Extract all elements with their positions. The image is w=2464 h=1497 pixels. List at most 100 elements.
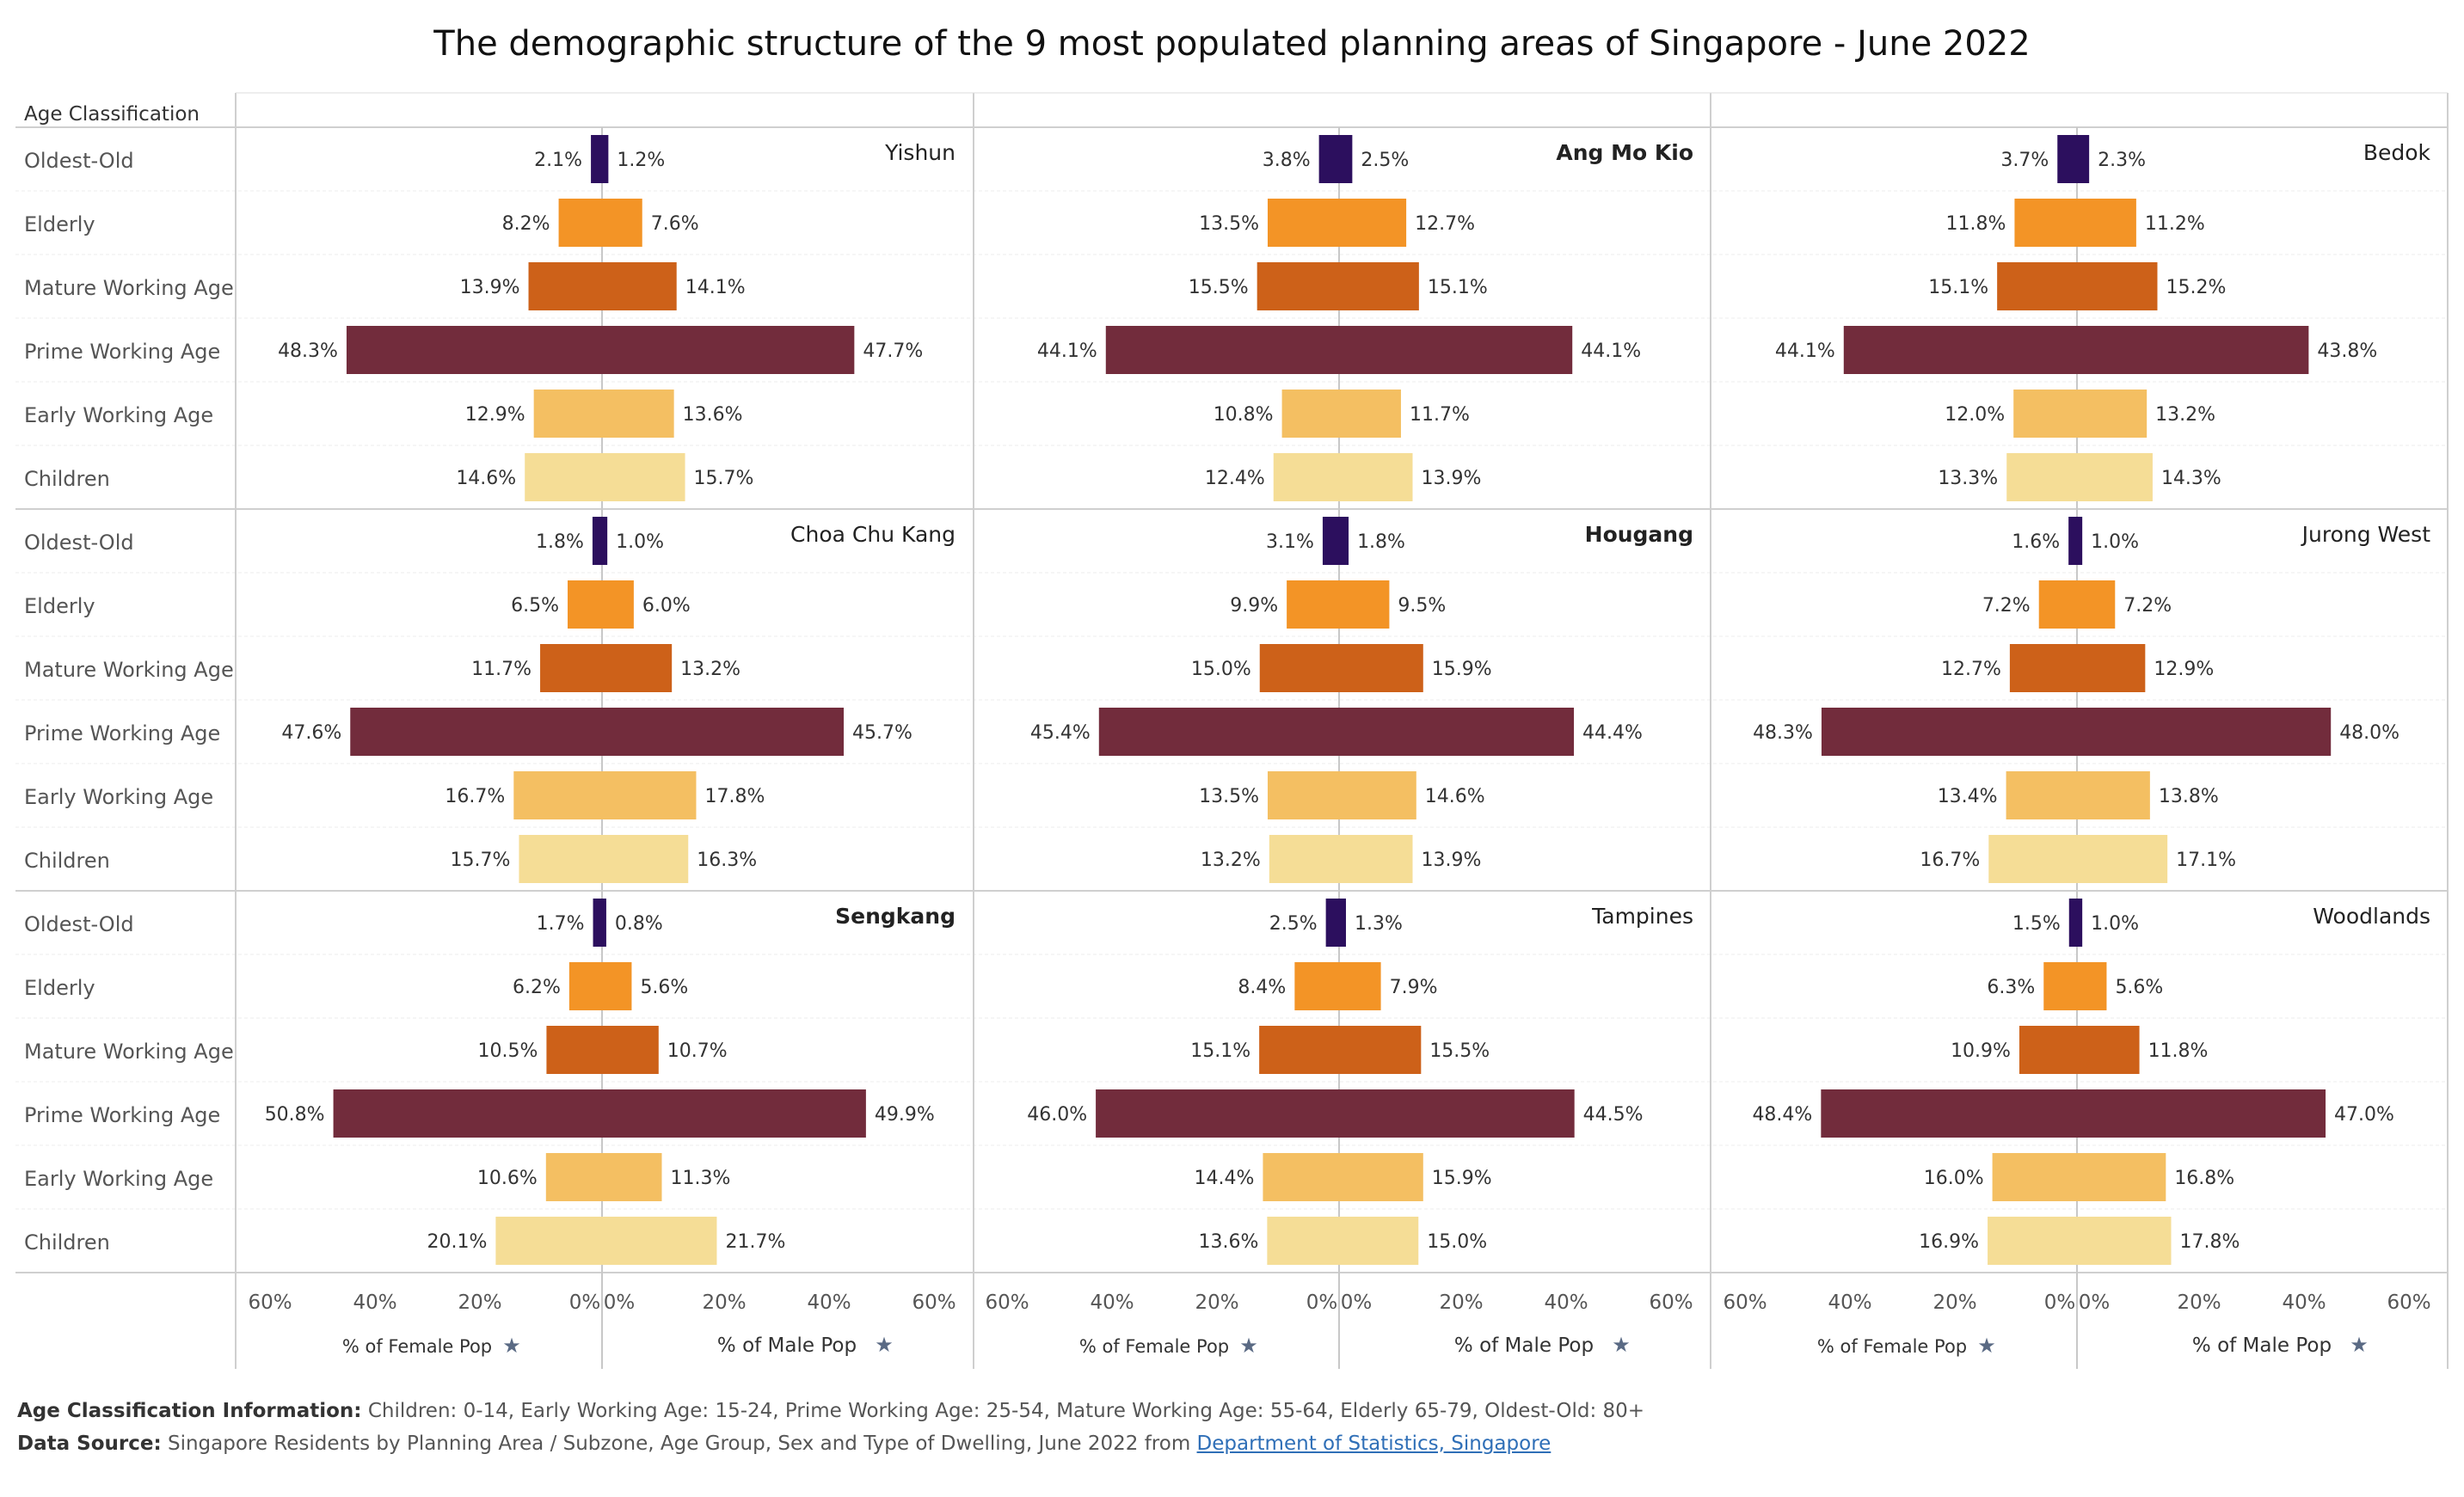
row-label-elderly: Elderly [24, 594, 95, 618]
label-female-tampines-early-working-age: 14.4% [1195, 1168, 1255, 1189]
bar-male-choa-chu-kang-oldest-old [602, 517, 608, 565]
source-link[interactable]: Department of Statistics, Singapore [1196, 1433, 1552, 1455]
label-female-jurong-west-early-working-age: 13.4% [1938, 786, 1998, 807]
bar-female-jurong-west-prime-working-age [1821, 708, 2077, 756]
xlabel-female-2: % of Female Pop [1817, 1336, 1967, 1357]
label-male-sengkang-elderly: 5.6% [640, 977, 688, 998]
label-female-jurong-west-prime-working-age: 48.3% [1753, 722, 1813, 744]
area-name-bedok: Bedok [2363, 140, 2431, 165]
label-female-bedok-oldest-old: 3.7% [2000, 150, 2049, 171]
pin-icon: ★ [1239, 1334, 1258, 1358]
bar-male-jurong-west-prime-working-age [2077, 708, 2332, 756]
row-label-prime-working-age: Prime Working Age [24, 721, 220, 745]
bar-male-ang-mo-kio-early-working-age [1339, 390, 1401, 438]
bar-female-woodlands-early-working-age [1992, 1153, 2077, 1201]
area-name-jurong-west: Jurong West [2301, 522, 2431, 547]
label-female-yishun-children: 14.6% [456, 468, 516, 489]
area-name-choa-chu-kang: Choa Chu Kang [790, 522, 955, 547]
bar-female-ang-mo-kio-children [1273, 453, 1339, 501]
bar-female-yishun-children [525, 453, 602, 501]
label-female-bedok-elderly: 11.8% [1946, 213, 2006, 235]
label-female-jurong-west-mature-working-age: 12.7% [1941, 659, 2001, 680]
label-male-woodlands-elderly: 5.6% [2115, 977, 2163, 998]
label-female-ang-mo-kio-oldest-old: 3.8% [1263, 150, 1311, 171]
label-male-tampines-mature-working-age: 15.5% [1429, 1040, 1490, 1062]
label-female-woodlands-elderly: 6.3% [1987, 977, 2035, 998]
bar-male-hougang-elderly [1339, 580, 1390, 629]
bar-female-tampines-oldest-old [1325, 899, 1339, 947]
tick-female-1-20: 20% [1195, 1291, 1238, 1314]
label-female-yishun-early-working-age: 12.9% [465, 404, 525, 426]
row-label-mature-working-age: Mature Working Age [24, 1040, 234, 1064]
label-female-ang-mo-kio-prime-working-age: 44.1% [1037, 341, 1097, 362]
label-female-hougang-children: 13.2% [1201, 850, 1261, 871]
bar-female-yishun-early-working-age [533, 390, 602, 438]
label-female-ang-mo-kio-mature-working-age: 15.5% [1189, 277, 1249, 298]
bar-female-tampines-prime-working-age [1096, 1089, 1339, 1138]
bar-male-yishun-oldest-old [602, 135, 609, 183]
label-male-woodlands-prime-working-age: 47.0% [2334, 1104, 2394, 1126]
bar-female-ang-mo-kio-prime-working-age [1105, 326, 1339, 374]
row-label-elderly: Elderly [24, 212, 95, 236]
label-female-jurong-west-children: 16.7% [1920, 850, 1980, 871]
bar-male-woodlands-elderly [2077, 962, 2107, 1010]
bar-male-tampines-prime-working-age [1339, 1089, 1575, 1138]
tick-male-0-20: 20% [702, 1291, 746, 1314]
label-male-tampines-prime-working-age: 44.5% [1583, 1104, 1644, 1126]
population-pyramid-chart: Age Classification Oldest-Old Elderly Matur… [15, 92, 2449, 1369]
row-label-elderly: Elderly [24, 976, 95, 1000]
bar-male-yishun-children [602, 453, 685, 501]
bar-male-bedok-early-working-age [2077, 390, 2148, 438]
row-label-children: Children [24, 1230, 110, 1255]
label-female-tampines-elderly: 8.4% [1238, 977, 1286, 998]
bar-female-woodlands-elderly [2043, 962, 2077, 1010]
label-female-woodlands-oldest-old: 1.5% [2012, 913, 2061, 935]
label-female-choa-chu-kang-early-working-age: 16.7% [445, 786, 505, 807]
bar-male-ang-mo-kio-mature-working-age [1339, 262, 1419, 310]
bar-male-choa-chu-kang-prime-working-age [602, 708, 845, 756]
label-male-yishun-children: 15.7% [694, 468, 754, 489]
bar-male-sengkang-elderly [602, 962, 632, 1010]
tick-female-2-40: 40% [1828, 1291, 1871, 1314]
label-female-yishun-mature-working-age: 13.9% [460, 277, 520, 298]
bar-male-bedok-mature-working-age [2077, 262, 2158, 310]
tick-female-1-0: 0% [1306, 1291, 1338, 1314]
bar-male-woodlands-early-working-age [2077, 1153, 2166, 1201]
tick-male-0-40: 40% [807, 1291, 851, 1314]
label-male-ang-mo-kio-early-working-age: 11.7% [1410, 404, 1470, 426]
pin-icon: ★ [1612, 1333, 1631, 1357]
tick-male-2-20: 20% [2177, 1291, 2221, 1314]
label-male-jurong-west-mature-working-age: 12.9% [2154, 659, 2214, 680]
xlabel-male-0: % of Male Pop [717, 1334, 857, 1357]
source-label: Data Source: [17, 1433, 162, 1455]
source-text: Singapore Residents by Planning Area / S… [161, 1433, 1197, 1455]
label-male-woodlands-mature-working-age: 11.8% [2148, 1040, 2209, 1062]
info-label: Age Classification Information: [17, 1400, 362, 1422]
bar-male-bedok-prime-working-age [2077, 326, 2309, 374]
row-label-oldest-old: Oldest-Old [24, 531, 134, 555]
tick-female-2-60: 60% [1723, 1291, 1767, 1314]
bar-male-woodlands-oldest-old [2077, 899, 2083, 947]
bar-female-yishun-mature-working-age [528, 262, 602, 310]
bar-female-sengkang-children [495, 1217, 602, 1265]
bar-male-tampines-elderly [1339, 962, 1381, 1010]
label-female-tampines-mature-working-age: 15.1% [1190, 1040, 1250, 1062]
row-label-early-working-age: Early Working Age [24, 403, 213, 427]
label-female-bedok-early-working-age: 12.0% [1945, 404, 2005, 426]
area-name-tampines: Tampines [1591, 904, 1693, 929]
bar-male-bedok-elderly [2077, 199, 2136, 247]
chart-title: The demographic structure of the 9 most … [433, 24, 2031, 64]
label-female-hougang-elderly: 9.9% [1230, 595, 1278, 617]
label-male-hougang-children: 13.9% [1421, 850, 1481, 871]
label-male-jurong-west-elderly: 7.2% [2123, 595, 2172, 617]
label-male-bedok-early-working-age: 13.2% [2155, 404, 2215, 426]
label-male-bedok-mature-working-age: 15.2% [2166, 277, 2226, 298]
pin-icon: ★ [1977, 1334, 1996, 1358]
label-female-sengkang-oldest-old: 1.7% [537, 913, 585, 935]
label-male-yishun-oldest-old: 1.2% [617, 150, 665, 171]
area-name-hougang: Hougang [1585, 522, 1693, 547]
bar-male-yishun-prime-working-age [602, 326, 855, 374]
row-label-children: Children [24, 467, 110, 491]
label-male-bedok-elderly: 11.2% [2145, 213, 2205, 235]
label-male-jurong-west-oldest-old: 1.0% [2091, 531, 2139, 553]
